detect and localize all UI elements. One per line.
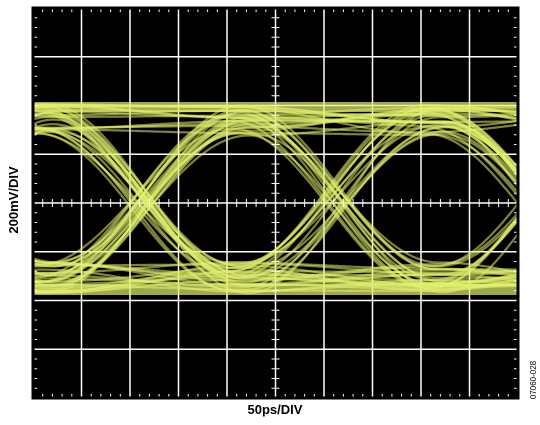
y-axis-label: 200mV/DIV: [6, 166, 21, 234]
eye-bottom-band: [33, 284, 518, 295]
scope-figure: 200mV/DIV 50ps/DIV 07060-028: [0, 0, 540, 425]
figure-id: 07060-028: [529, 360, 538, 399]
eye-top-band: [33, 102, 518, 112]
x-axis-label: 50ps/DIV: [248, 402, 303, 417]
